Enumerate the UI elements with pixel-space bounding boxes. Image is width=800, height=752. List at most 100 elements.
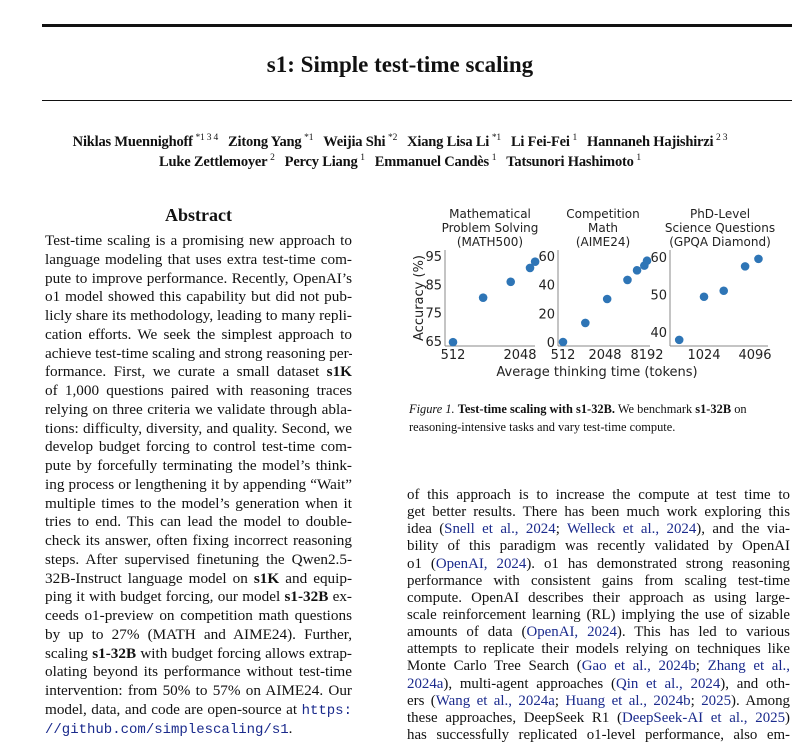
text-line: cation efforts. We seek the simplest app… xyxy=(45,326,352,345)
y-tick-label: 40 xyxy=(650,326,667,341)
text-line: check its answer, often fixing incorrect… xyxy=(45,532,352,551)
text-segment: get better results. There has been much … xyxy=(407,504,790,521)
text-line: scale reinforcement learning (RL) implyi… xyxy=(407,607,790,624)
author-name: Weijia Shi xyxy=(323,133,386,150)
x-tick-label: 1024 xyxy=(687,348,720,363)
text-line: intervention: from 50% to 57% on AIME24.… xyxy=(45,682,352,701)
text-segment: model, data, and code are open-source at xyxy=(45,700,302,718)
y-tick-label: 0 xyxy=(547,336,555,351)
author-name: Hannaneh Hajishirzi xyxy=(587,133,714,150)
text-line: olating beyond its performance without t… xyxy=(45,663,352,682)
text-line: pute by forcefully terminating the model… xyxy=(45,457,352,476)
y-tick-label: 95 xyxy=(425,250,442,265)
citation-link[interactable]: Wang et al., 2024a xyxy=(435,692,555,709)
author-name: Li Fei-Fei xyxy=(510,133,570,150)
citation-link[interactable]: //github.com/simplescaling/s1 xyxy=(45,721,289,738)
citation-link[interactable]: Snell et al., 2024 xyxy=(444,521,556,538)
text-segment: of this approach is to increase the comp… xyxy=(407,487,790,503)
author: Li Fei-Fei 1 xyxy=(510,133,577,150)
text-segment: ; xyxy=(690,692,702,709)
text-segment: relying on three criteria we validate th… xyxy=(45,400,352,418)
text-segment: pute by forcefully terminating the model… xyxy=(45,457,352,474)
panel-title: Problem Solving xyxy=(442,221,539,235)
text-segment: Monte Carlo Tree Search ( xyxy=(407,658,582,675)
text-segment: bility of this paradigm was recently val… xyxy=(407,538,790,555)
text-segment: ; xyxy=(695,658,708,675)
data-point xyxy=(699,292,709,302)
data-point xyxy=(525,263,535,273)
citation-link[interactable]: Zhang et al., xyxy=(707,658,790,675)
data-point xyxy=(478,293,488,302)
text-segment: ping it with budget forcing, our model xyxy=(45,588,285,606)
author: Xiang Lisa Li *1 xyxy=(407,133,501,150)
text-segment: ) xyxy=(785,709,790,726)
text-line: get better results. There has been much … xyxy=(407,504,790,521)
data-point xyxy=(448,337,458,347)
abstract-heading: Abstract xyxy=(165,205,232,225)
text-segment: ). o1 has demonstrated strong reasoning xyxy=(526,555,790,572)
y-tick-label: 20 xyxy=(538,307,555,322)
text-segment: by up to 27% (MATH and AIME24). Further, xyxy=(45,625,352,643)
text-segment: ex- xyxy=(328,588,352,606)
author-name: Zitong Yang xyxy=(228,133,302,150)
text-segment: ), and the via- xyxy=(696,521,790,538)
text-segment: . xyxy=(288,719,293,737)
text-line: of 1,000 questions paired with reasoning… xyxy=(45,382,352,401)
text-line: attempts to replicate their models relyi… xyxy=(407,641,790,658)
y-tick-label: 65 xyxy=(425,335,442,350)
text-line: ceeds o1-preview on competition math que… xyxy=(45,607,352,626)
author-affiliation: 1 xyxy=(491,153,497,163)
citation-link[interactable]: Huang et al., 2024b xyxy=(565,692,691,709)
text-line: o1 (OpenAI, 2024). o1 has demonstrated s… xyxy=(407,556,790,573)
text-line: bility of this paradigm was recently val… xyxy=(407,538,790,555)
x-tick-label: 512 xyxy=(441,348,466,363)
panel-title: Competition xyxy=(566,207,639,221)
author-affiliation: *2 xyxy=(388,133,398,143)
citation-link[interactable]: 2024a xyxy=(407,675,444,692)
citation-link[interactable]: 2025 xyxy=(701,692,732,709)
caption-bold-2: s1-32B xyxy=(695,402,732,416)
author: Tatsunori Hashimoto 1 xyxy=(506,153,641,170)
x-tick-label: 512 xyxy=(551,348,576,363)
text-segment: o1 model showed this capability but did … xyxy=(45,288,352,306)
text-line: ping it with budget forcing, our model s… xyxy=(45,588,352,607)
text-segment: Test-time scaling is a promising new app… xyxy=(45,232,352,249)
citation-link[interactable]: OpenAI, 2024 xyxy=(526,624,617,641)
bold-text: s1-32B xyxy=(92,644,137,662)
y-tick-label: 50 xyxy=(650,289,667,304)
panel-title: Math xyxy=(588,221,618,235)
text-line: amounts of data (OpenAI, 2024). This has… xyxy=(407,624,790,641)
data-point xyxy=(754,254,763,264)
text-segment: ). Among xyxy=(731,692,790,709)
x-tick-label: 2048 xyxy=(503,348,536,363)
citation-link[interactable]: Qin et al., 2024 xyxy=(615,675,721,692)
figure-caption: Figure 1. Test-time scaling with s1-32B.… xyxy=(409,400,794,436)
text-segment: ), and oth- xyxy=(720,675,790,692)
text-line: model, data, and code are open-source at… xyxy=(45,701,352,720)
data-point xyxy=(558,337,568,347)
x-tick-label: 8192 xyxy=(630,348,663,363)
text-line: relying on three criteria we validate th… xyxy=(45,401,352,420)
citation-link[interactable]: OpenAI, 2024 xyxy=(435,555,527,572)
text-segment: performance with consistent gains from s… xyxy=(407,572,790,589)
data-point xyxy=(602,294,612,304)
text-line: o1 model showed this capability but did … xyxy=(45,288,352,307)
panel-title: (GPQA Diamond) xyxy=(669,235,771,249)
citation-link[interactable]: DeepSeek-AI et al., 2025 xyxy=(622,709,786,726)
author: Weijia Shi *2 xyxy=(323,133,398,150)
text-segment: and equip- xyxy=(279,569,352,587)
text-line: compute. OpenAI describes their approach… xyxy=(407,590,790,607)
text-segment: these approaches, DeepSeek R1 ( xyxy=(407,709,623,726)
text-line: these approaches, DeepSeek R1 (DeepSeek-… xyxy=(407,710,790,727)
text-line: develop budget forcing to control test-t… xyxy=(45,438,352,457)
citation-link[interactable]: https: xyxy=(301,702,352,719)
y-tick-label: 60 xyxy=(650,251,667,266)
text-segment: formance. First, we curate a small datas… xyxy=(45,363,327,381)
author-name: Percy Liang xyxy=(284,153,358,170)
text-line: by up to 27% (MATH and AIME24). Further, xyxy=(45,626,352,645)
text-segment: steps. After supervised finetuning the Q… xyxy=(45,550,352,568)
text-segment: intervention: from 50% to 57% on AIME24.… xyxy=(45,682,352,699)
citation-link[interactable]: Welleck et al., 2024 xyxy=(566,521,697,538)
citation-link[interactable]: Gao et al., 2024b xyxy=(581,658,696,675)
